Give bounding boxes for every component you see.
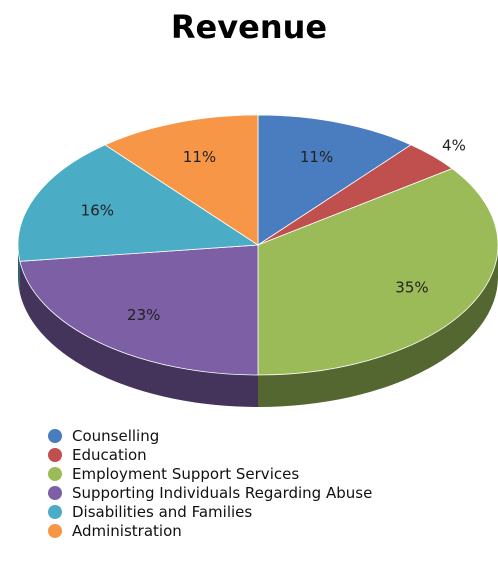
chart-title: Revenue [170,8,328,46]
legend-label: Administration [72,521,182,540]
pie-slice-2 [257,168,498,376]
legend-item: Employment Support Services [48,464,372,483]
legend-swatch [48,523,62,538]
legend-swatch [48,428,62,443]
data-label-4: 16% [81,202,114,220]
legend-label: Education [72,445,147,464]
data-label-1: 4% [442,136,466,154]
legend-swatch [48,447,62,462]
pie-side-3 [19,261,258,407]
legend-item: Disabilities and Families [48,502,372,521]
legend-item: Supporting Individuals Regarding Abuse [48,483,372,502]
legend-label: Supporting Individuals Regarding Abuse [72,483,373,502]
pie-side-4 [18,245,20,294]
legend-item: Counselling [48,426,372,445]
legend: Counselling Education Employment Support S… [48,426,372,540]
legend-swatch [48,504,62,519]
pie-side-walls [18,245,498,407]
legend-item: Education [48,445,372,464]
legend-label: Employment Support Services [72,464,300,483]
pie-slice-5 [104,114,259,246]
data-label-5: 11% [183,148,216,166]
pie-slice-4 [17,144,260,262]
legend-label: Counselling [72,426,160,445]
pie-slice-3 [19,244,259,376]
legend-swatch [48,485,62,500]
data-label-3: 23% [127,306,160,324]
legend-label: Disabilities and Families [72,502,253,521]
legend-swatch [48,466,62,481]
data-label-0: 11% [300,148,333,166]
legend-item: Administration [48,521,372,540]
pie-side-2 [258,245,498,407]
data-label-2: 35% [395,278,428,296]
pie-slice-0 [257,114,412,246]
